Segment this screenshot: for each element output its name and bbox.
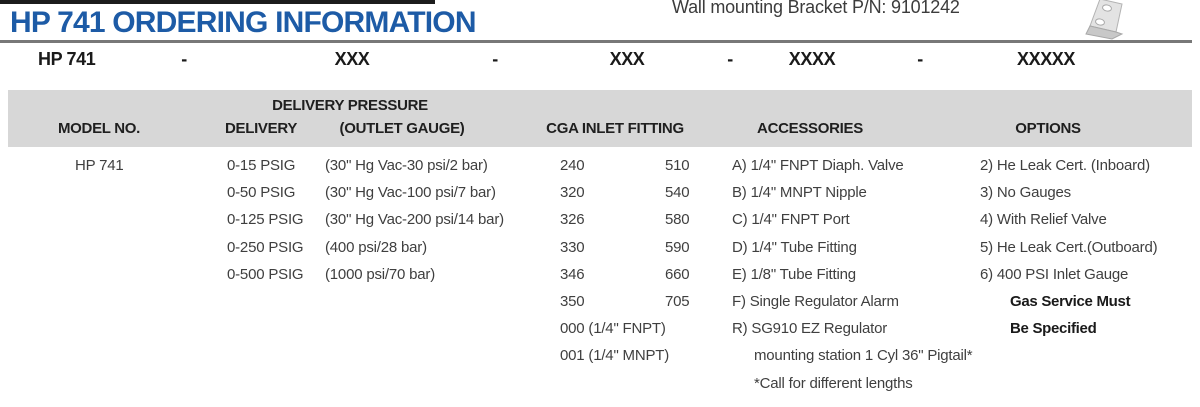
cga-value: 660 [665,265,690,283]
wall-bracket-note: Wall mounting Bracket P/N: 9101242 [672,0,960,17]
option-item: 5) He Leak Cert.(Outboard) [980,238,1158,256]
cga-value: 330 [560,238,585,256]
outlet-gauge-value: (30" Hg Vac-30 psi/2 bar) [325,157,488,174]
delivery-column: 0-15 PSIG 0-50 PSIG 0-125 PSIG 0-250 PSI… [227,152,304,288]
pn-dash: - [181,49,187,69]
option-item: 4) With Relief Valve [980,211,1107,229]
cga-value: 350 [560,293,585,311]
cga-value: 590 [665,238,690,256]
table-header-band [8,90,1192,147]
pn-dash: - [727,49,733,69]
accessory-item-continued: mounting station 1 Cyl 36" Pigtail* [754,347,973,365]
gas-service-note-line1: Gas Service Must [1010,293,1131,311]
accessories-footnote: *Call for different lengths [754,374,913,392]
cga-value: 001 (1/4" MNPT) [560,347,670,365]
outlet-gauge-value: (30" Hg Vac-200 psi/14 bar) [325,211,504,229]
top-divider-strip [0,0,435,4]
header-accessories: ACCESSORIES [757,120,863,137]
accessory-item: E) 1/8" Tube Fitting [732,265,856,283]
outlet-gauge-column: (30" Hg Vac-30 psi/2 bar) (30" Hg Vac-10… [325,152,504,288]
accessory-item: C) 1/4" FNPT Port [732,211,850,229]
cga-value: 705 [665,293,690,311]
pn-code-options: XXXXX [1016,49,1076,69]
cga-value: 580 [665,211,690,229]
accessories-column: A) 1/4" FNPT Diaph. Valve B) 1/4" MNPT N… [732,152,973,397]
cga-value: 000 (1/4" FNPT) [560,320,666,338]
cga-fitting-column-2: 510 540 580 590 660 705 [665,152,690,315]
options-column: 2) He Leak Cert. (Inboard) 3) No Gauges … [980,152,1158,342]
wall-bracket-icon [1076,0,1138,45]
accessory-item: D) 1/4" Tube Fitting [732,238,857,256]
pn-code-cga: XXX [609,49,645,69]
header-cga-inlet-fitting: CGA INLET FITTING [546,120,684,137]
header-delivery-pressure: DELIVERY PRESSURE [272,97,428,114]
outlet-gauge-value: (30" Hg Vac-100 psi/7 bar) [325,184,496,202]
accessory-item: B) 1/4" MNPT Nipple [732,184,867,202]
header-options: OPTIONS [1015,120,1081,137]
header-outlet-gauge: (OUTLET GAUGE) [339,120,465,137]
delivery-value: 0-50 PSIG [227,184,296,202]
outlet-gauge-value: (400 psi/28 bar) [325,238,427,256]
header-delivery: DELIVERY [224,120,298,137]
pn-model: HP 741 [38,49,96,69]
page-title: HP 741 ORDERING INFORMATION [10,6,476,39]
pn-code-delivery: XXX [334,49,370,69]
accessory-item: A) 1/4" FNPT Diaph. Valve [732,157,904,174]
part-number-row: HP 741 - XXX - XXX - XXXX - XXXXX [0,49,1200,77]
delivery-value: 0-15 PSIG [227,157,296,174]
pn-dash: - [492,49,498,69]
pn-code-accessories: XXXX [788,49,836,69]
cga-value: 240 [560,157,585,174]
delivery-value: 0-250 PSIG [227,238,304,256]
cga-value: 320 [560,184,585,202]
option-item: 6) 400 PSI Inlet Gauge [980,265,1129,283]
option-item: 2) He Leak Cert. (Inboard) [980,157,1150,174]
cga-value: 540 [665,184,690,202]
gas-service-note-line2: Be Specified [1010,320,1097,338]
model-no-value: HP 741 [75,157,124,174]
pn-dash: - [917,49,923,69]
option-item: 3) No Gauges [980,184,1071,202]
cga-value: 326 [560,211,585,229]
accessory-item: R) SG910 EZ Regulator [732,320,888,338]
accessory-item: F) Single Regulator Alarm [732,293,899,311]
header-model-no: MODEL NO. [57,120,141,137]
model-no-column: HP 741 [75,152,124,179]
delivery-value: 0-125 PSIG [227,211,304,229]
cga-value: 346 [560,265,585,283]
title-underline [0,40,1192,43]
delivery-value: 0-500 PSIG [227,265,304,283]
cga-value: 510 [665,157,690,174]
outlet-gauge-value: (1000 psi/70 bar) [325,265,436,283]
cga-fitting-column-1: 240 320 326 330 346 350 000 (1/4" FNPT) … [560,152,669,370]
